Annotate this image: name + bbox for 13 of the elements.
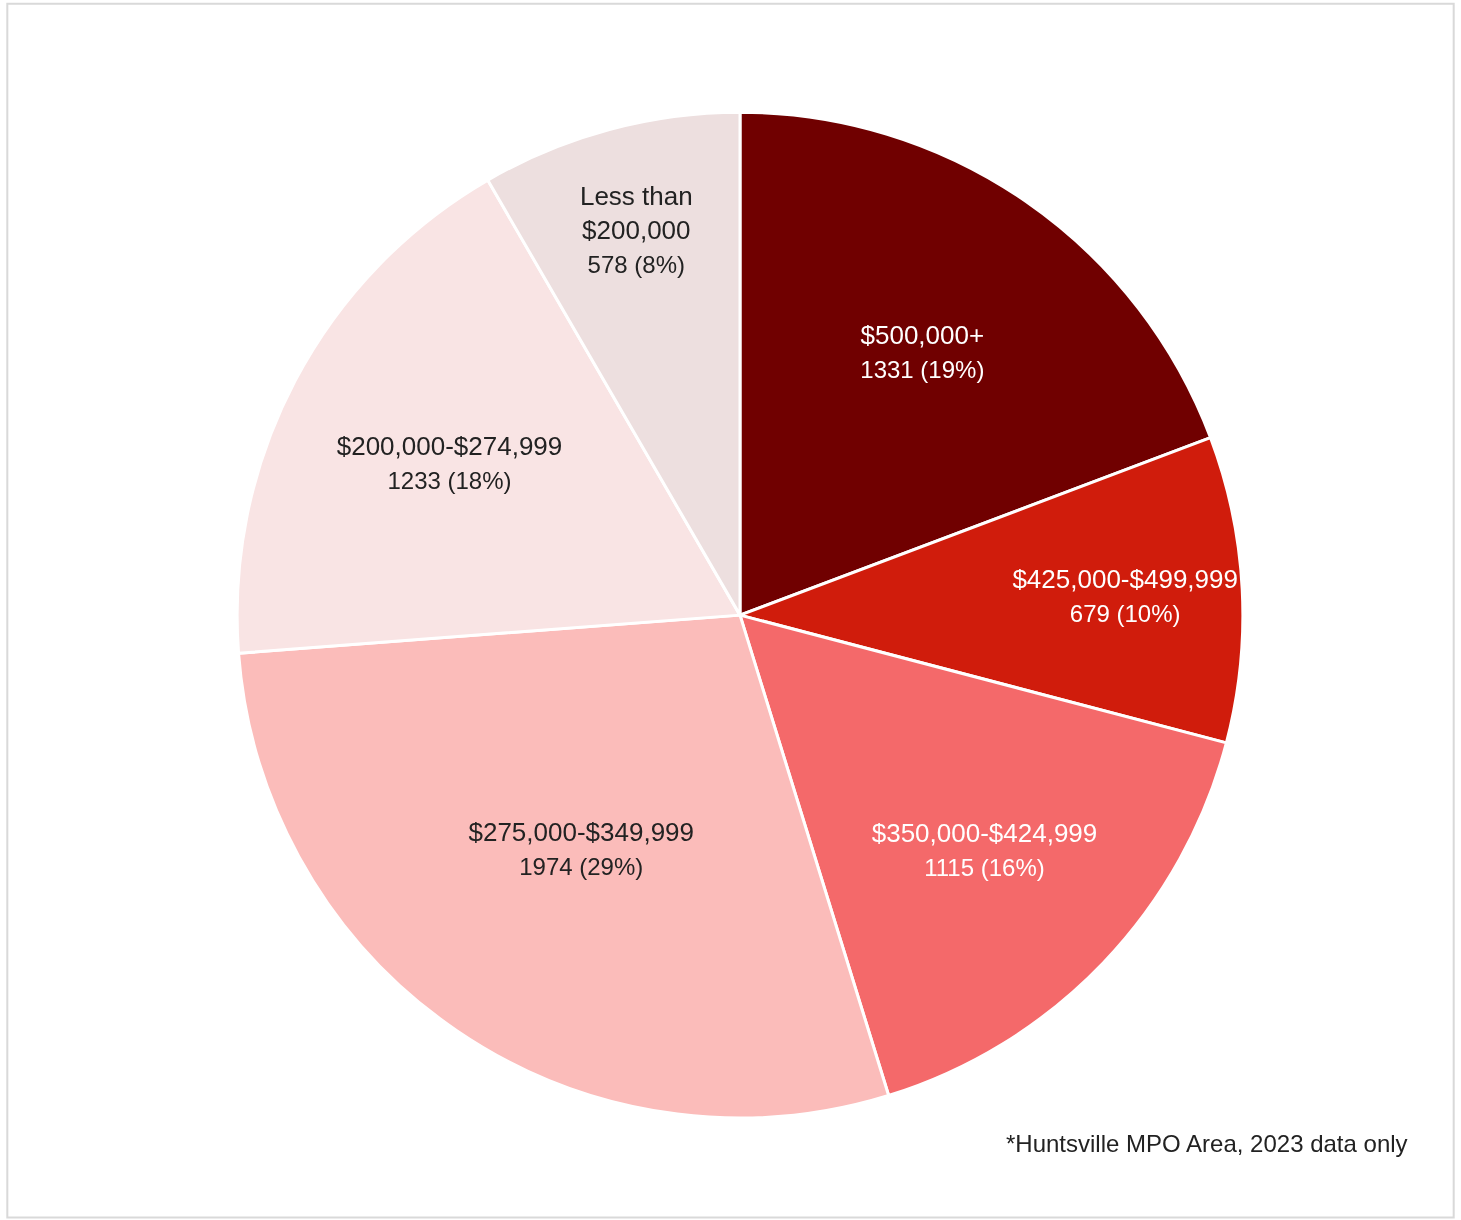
data-label: 1115 (16%) [924, 853, 1045, 881]
data-label: 679 (10%) [1069, 599, 1181, 627]
slice-label: Less than $200,000 [579, 181, 693, 246]
slice-label: $425,000-$499,999 [1012, 563, 1238, 594]
slice-label: $500,000+ [860, 320, 985, 351]
slice-label: $275,000-$349,999 [468, 817, 695, 848]
data-label: 578 (8%) [587, 250, 685, 278]
text: *Huntsville MPO Area, 2023 data only [1006, 1130, 1408, 1157]
slice-label: $350,000-$424,999 [871, 817, 1098, 848]
data-label: 1233 (18%) [387, 466, 512, 494]
data-label: 1331 (19%) [860, 355, 985, 383]
data-label: 1974 (29%) [519, 852, 644, 880]
slice-label: $200,000-$274,999 [336, 430, 563, 461]
